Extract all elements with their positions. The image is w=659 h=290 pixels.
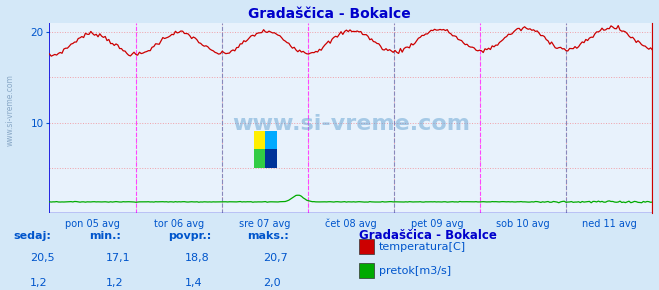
Text: 1,2: 1,2	[105, 278, 123, 288]
Text: www.si-vreme.com: www.si-vreme.com	[5, 74, 14, 146]
Text: pet 09 avg: pet 09 avg	[411, 219, 463, 229]
Text: tor 06 avg: tor 06 avg	[154, 219, 204, 229]
Text: 20,7: 20,7	[264, 253, 289, 263]
Text: temperatura[C]: temperatura[C]	[379, 242, 466, 252]
Bar	[265, 149, 277, 168]
Text: 20,5: 20,5	[30, 253, 54, 263]
Text: www.si-vreme.com: www.si-vreme.com	[232, 114, 470, 134]
Text: sre 07 avg: sre 07 avg	[239, 219, 291, 229]
Text: min.:: min.:	[89, 231, 121, 241]
Text: 2,0: 2,0	[264, 278, 281, 288]
Text: Gradaščica - Bokalce: Gradaščica - Bokalce	[359, 229, 497, 242]
Text: sedaj:: sedaj:	[13, 231, 51, 241]
Text: povpr.:: povpr.:	[168, 231, 212, 241]
Text: Gradaščica - Bokalce: Gradaščica - Bokalce	[248, 7, 411, 21]
Text: pretok[m3/s]: pretok[m3/s]	[379, 266, 451, 276]
Text: čet 08 avg: čet 08 avg	[325, 219, 377, 229]
Text: 1,2: 1,2	[30, 278, 47, 288]
Bar	[359, 239, 374, 254]
Text: 18,8: 18,8	[185, 253, 210, 263]
Text: pon 05 avg: pon 05 avg	[65, 219, 120, 229]
Text: sob 10 avg: sob 10 avg	[496, 219, 550, 229]
Bar	[359, 263, 374, 278]
Bar	[254, 130, 265, 149]
Bar	[254, 149, 265, 168]
Text: 1,4: 1,4	[185, 278, 202, 288]
Text: 17,1: 17,1	[105, 253, 130, 263]
Text: ned 11 avg: ned 11 avg	[582, 219, 637, 229]
Text: maks.:: maks.:	[247, 231, 289, 241]
Bar	[265, 130, 277, 149]
